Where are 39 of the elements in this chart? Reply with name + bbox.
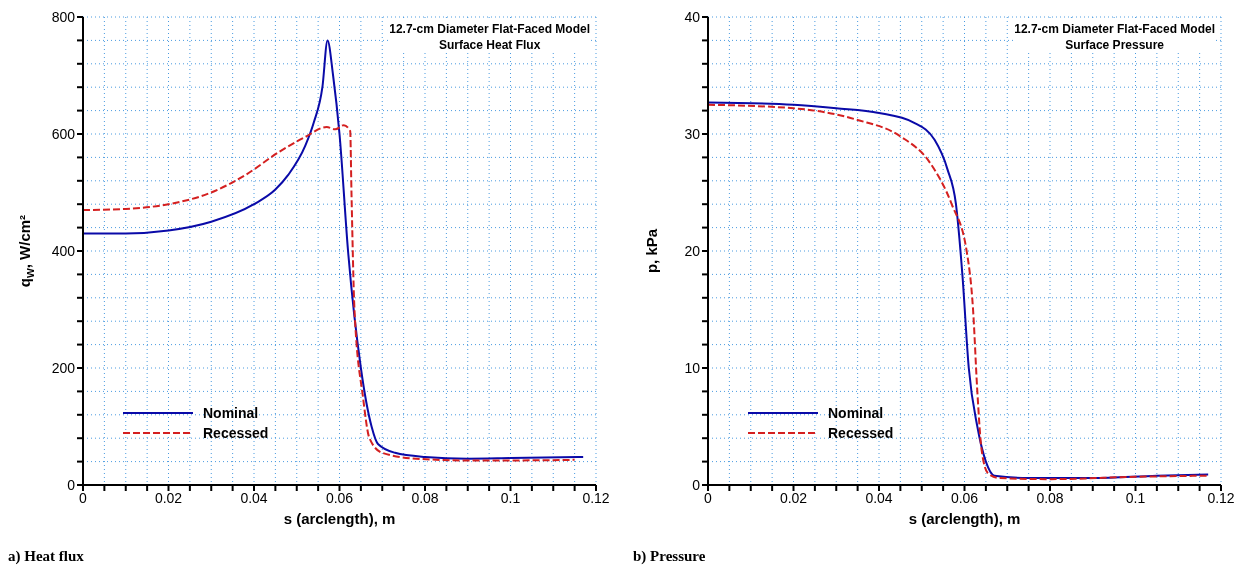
legend-label: Recessed — [828, 425, 894, 441]
y-tick-label: 600 — [51, 125, 76, 142]
legend-label: Recessed — [203, 425, 269, 441]
y-tick-label: 0 — [67, 476, 76, 493]
x-tick-label: 0.12 — [1207, 489, 1235, 506]
x-tick-label: 0.1 — [1125, 489, 1146, 506]
line-series — [83, 124, 576, 462]
y-tick-label: 0 — [692, 476, 701, 493]
y-tick-label: 400 — [51, 242, 76, 259]
y-tick-label: 40 — [684, 8, 701, 25]
y-tick-label: 200 — [51, 359, 76, 376]
y-tick-label: 20 — [684, 242, 701, 259]
chart-title: 12.7-cm Diameter Flat-Faced Model — [1014, 21, 1215, 37]
y-tick-label: 30 — [684, 125, 701, 142]
x-tick-label: 0 — [704, 489, 713, 506]
x-tick-label: 0.02 — [154, 489, 183, 506]
x-tick-label: 0.04 — [240, 489, 268, 506]
line-series — [83, 39, 585, 460]
y-axis-title: p, kPa — [642, 228, 660, 274]
text: Surface Heat Flux — [437, 37, 542, 53]
x-axis-title: s (arclength), m — [908, 510, 1021, 527]
text: a) Heat flux — [8, 548, 84, 565]
x-tick-label: 0.02 — [779, 489, 808, 506]
legend-label: Nominal — [203, 405, 259, 421]
x-tick-label: 0.1 — [500, 489, 521, 506]
x-tick-label: 0.12 — [582, 489, 610, 506]
legend-label: Nominal — [828, 405, 884, 421]
y-tick-label: 800 — [51, 8, 76, 25]
chart-title: 12.7-cm Diameter Flat-Faced Model — [389, 21, 590, 37]
x-tick-label: 0.04 — [865, 489, 893, 506]
text: b) Pressure — [633, 548, 706, 565]
x-axis-title: s (arclength), m — [283, 510, 396, 527]
y-tick-label: 10 — [684, 359, 701, 376]
text: Surface Pressure — [1064, 37, 1165, 53]
x-tick-label: 0.06 — [950, 489, 979, 506]
x-tick-label: 0 — [79, 489, 88, 506]
x-tick-label: 0.08 — [1036, 489, 1064, 506]
x-tick-label: 0.06 — [325, 489, 354, 506]
x-tick-label: 0.08 — [411, 489, 439, 506]
